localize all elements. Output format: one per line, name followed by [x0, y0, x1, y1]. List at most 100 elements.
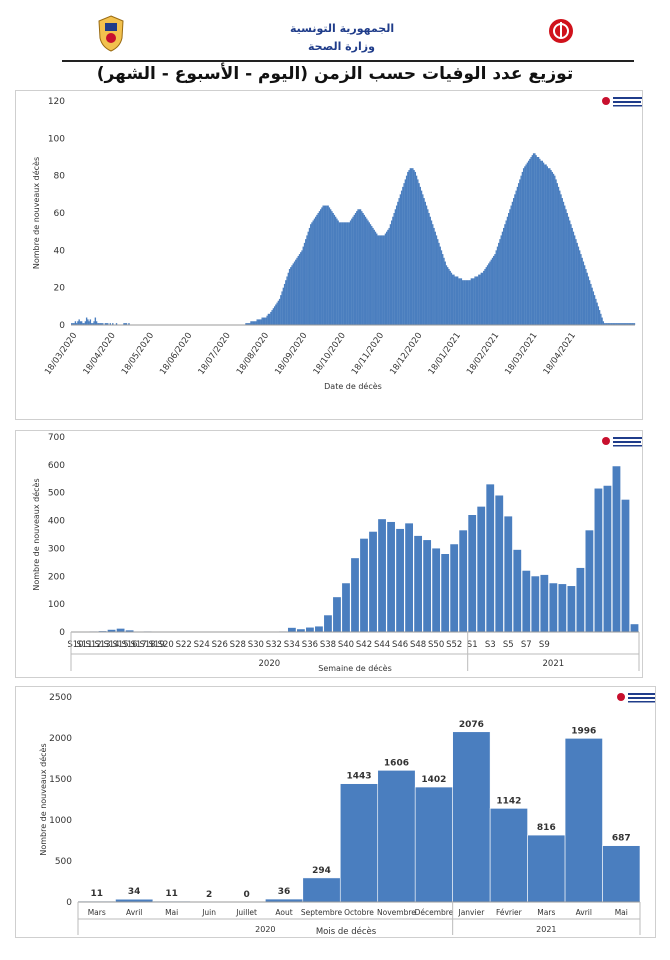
daily-bar [622, 323, 624, 325]
x-axis-label: Date de décès [324, 381, 382, 391]
y-axis-label: Nombre de nouveaux décès [31, 478, 41, 590]
daily-bar [515, 190, 517, 325]
daily-bar [443, 257, 445, 325]
daily-bar [626, 323, 628, 325]
daily-bar [601, 317, 603, 325]
daily-bar [384, 233, 387, 325]
daily-bar [322, 205, 324, 325]
daily-bar [336, 218, 338, 325]
header-divider [62, 60, 634, 62]
daily-bar [571, 227, 573, 325]
daily-bar [379, 235, 382, 325]
daily-bar [415, 175, 418, 325]
daily-bar [263, 317, 266, 325]
daily-bar [580, 254, 582, 325]
daily-bar [499, 239, 501, 325]
daily-bar [75, 323, 78, 325]
daily-bar [469, 280, 471, 325]
weekly-bar [441, 554, 450, 632]
daily-bar [260, 319, 262, 325]
daily-bar [372, 227, 374, 325]
daily-bar [308, 227, 311, 325]
data-label: 1142 [496, 796, 521, 806]
daily-bar [397, 201, 399, 325]
weekly-bar [603, 485, 612, 632]
daily-bar [561, 198, 563, 325]
daily-bar [405, 175, 408, 325]
daily-bar [517, 183, 520, 325]
x-tick-label: Novembre [377, 908, 416, 917]
daily-bar [631, 323, 633, 325]
daily-bar [613, 323, 616, 325]
x-tick-label: 18/07/2020 [197, 331, 233, 377]
x-tick-label: S28 [230, 640, 246, 650]
y-tick-label: 0 [59, 321, 65, 331]
daily-bar [459, 278, 461, 325]
weekly-bar [531, 576, 540, 632]
daily-bar [598, 310, 601, 325]
daily-bar [392, 216, 394, 325]
daily-bar [377, 235, 379, 325]
ministry-logo-icon [549, 19, 573, 43]
daily-bar [104, 323, 107, 325]
daily-bar [505, 220, 507, 325]
daily-bar [501, 231, 504, 325]
daily-bar [124, 323, 126, 325]
daily-bar [432, 224, 434, 325]
daily-bar [358, 209, 360, 325]
daily-bar [428, 213, 430, 325]
daily-bar [404, 179, 407, 325]
daily-bar [542, 162, 545, 325]
daily-bar [318, 211, 321, 325]
y-tick-label: 700 [48, 433, 65, 443]
data-label: 1996 [571, 726, 596, 736]
daily-bar [461, 280, 464, 325]
institute-logo-icon [602, 437, 647, 447]
weekly-bar [612, 466, 621, 632]
daily-bar [522, 168, 525, 325]
daily-bar [527, 160, 530, 325]
daily-bar [591, 287, 593, 325]
daily-bar [292, 263, 295, 325]
daily-bar [281, 291, 283, 325]
daily-bar [387, 229, 389, 325]
daily-bar [437, 239, 439, 325]
daily-bar [313, 218, 316, 325]
monthly-bar [564, 738, 603, 903]
daily-bar [486, 265, 489, 325]
daily-bar [125, 323, 128, 325]
daily-bar [268, 313, 271, 325]
daily-bar [510, 205, 512, 325]
daily-bar [80, 321, 83, 325]
daily-bar [382, 235, 384, 325]
daily-bar [621, 323, 623, 325]
weekly-bar [333, 597, 341, 632]
daily-bar [466, 280, 469, 325]
daily-bar [606, 323, 608, 325]
daily-bar [438, 242, 440, 325]
daily-bar [488, 263, 490, 325]
weekly-bar [306, 627, 314, 632]
x-tick-label: 18/05/2020 [120, 331, 156, 377]
daily-bar [489, 261, 491, 325]
monthly-bar [377, 770, 416, 903]
y-tick-label: 100 [48, 134, 65, 144]
weekly-bar [558, 584, 567, 632]
daily-bar [529, 158, 531, 325]
daily-bar [109, 323, 111, 325]
daily-bar [346, 222, 348, 325]
y-tick-label: 2500 [49, 693, 72, 703]
data-label: 1443 [346, 772, 371, 782]
daily-bar [99, 323, 102, 325]
daily-bar [544, 164, 546, 325]
daily-bar [630, 323, 632, 325]
data-label: 11 [165, 889, 178, 899]
daily-bar [245, 323, 247, 325]
daily-bar [632, 323, 634, 325]
daily-bar [293, 261, 296, 325]
daily-bar [341, 222, 343, 325]
page-title: توزيع عدد الوفيات حسب الزمن (اليوم - الأ… [96, 64, 574, 84]
daily-bar [402, 186, 404, 325]
y-tick-label: 40 [54, 246, 66, 256]
daily-bar [326, 205, 328, 325]
